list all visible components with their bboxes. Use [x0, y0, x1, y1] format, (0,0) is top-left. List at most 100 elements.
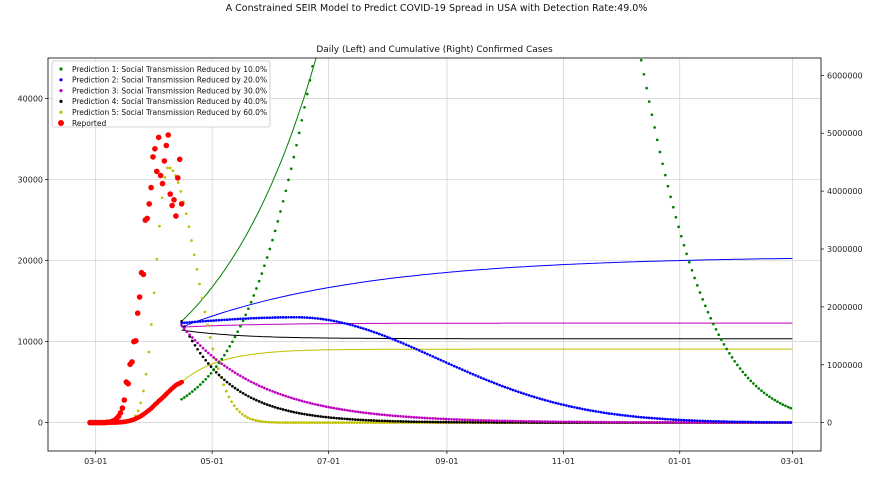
- prediction-1-point: [289, 167, 293, 171]
- prediction-2-point: [762, 420, 766, 424]
- prediction-2-point: [260, 316, 264, 320]
- prediction-5-point: [259, 420, 263, 423]
- prediction-3-point: [439, 417, 443, 421]
- prediction-2-point: [623, 414, 627, 417]
- prediction-1-point: [746, 376, 750, 380]
- prediction-2-point: [514, 389, 517, 393]
- prediction-3-point: [367, 411, 371, 415]
- prediction-2-point: [484, 378, 488, 382]
- prediction-2-point: [287, 315, 290, 319]
- prediction-2-point: [265, 316, 269, 320]
- prediction-2-point: [586, 408, 590, 412]
- prediction-1-point: [679, 234, 683, 238]
- prediction-3-point: [321, 404, 325, 408]
- series-layer: [87, 58, 793, 426]
- prediction-1-point: [239, 324, 242, 328]
- prediction-4-point: [321, 415, 325, 419]
- prediction-4-point: [247, 394, 250, 398]
- prediction-3-point: [359, 410, 362, 414]
- prediction-3-point: [687, 421, 691, 424]
- prediction-2-point: [182, 321, 186, 325]
- prediction-2-point: [549, 400, 552, 403]
- prediction-3-point: [471, 418, 475, 422]
- prediction-5-point: [206, 323, 209, 327]
- prediction-4-point: [324, 415, 328, 419]
- prediction-2-point: [340, 321, 344, 325]
- prediction-3-point: [353, 410, 357, 413]
- prediction-4-point: [303, 412, 306, 416]
- prediction-2-point: [204, 319, 208, 323]
- prediction-5-point: [361, 421, 364, 424]
- prediction-2-point: [396, 339, 400, 343]
- prediction-5-point: [273, 421, 276, 424]
- prediction-3-point: [287, 395, 290, 399]
- prediction-1-point: [297, 131, 301, 135]
- prediction-1-point: [741, 370, 745, 374]
- prediction-3-point: [532, 420, 536, 423]
- prediction-4-point: [412, 420, 416, 424]
- prediction-3-point: [300, 399, 304, 403]
- reported-daily-point: [165, 132, 171, 138]
- prediction-2-point: [618, 413, 622, 417]
- prediction-3-point: [220, 362, 224, 366]
- cumulative-line-5: [181, 348, 793, 383]
- reported-cumulative-point: [179, 379, 185, 385]
- prediction-5-point: [235, 407, 239, 411]
- prediction-1-point: [647, 100, 651, 103]
- prediction-4-point: [340, 417, 344, 420]
- prediction-3-point: [198, 344, 202, 347]
- prediction-3-point: [402, 415, 405, 418]
- reported-daily-point: [161, 158, 168, 164]
- reported-daily-point: [167, 191, 173, 197]
- y-axis-right: 0 1000000 2000000 3000000 4000000 5000000 6000…: [821, 71, 863, 428]
- prediction-3-point: [284, 394, 288, 398]
- prediction-3-point: [305, 400, 309, 404]
- prediction-3-point: [182, 327, 186, 330]
- prediction-2-point: [439, 358, 443, 362]
- prediction-2-point: [436, 357, 440, 361]
- prediction-3-point: [241, 376, 245, 379]
- prediction-3-point: [214, 358, 218, 361]
- prediction-4-point: [423, 420, 427, 424]
- prediction-2-point: [693, 419, 696, 422]
- prediction-2-point: [404, 343, 408, 347]
- prediction-5-point: [281, 421, 284, 424]
- reported-daily-point: [125, 380, 131, 387]
- prediction-4-point: [252, 397, 256, 401]
- prediction-2-point: [279, 316, 282, 319]
- prediction-3-point: [442, 417, 445, 421]
- reported-daily-point: [117, 410, 124, 416]
- prediction-3-point: [514, 419, 517, 423]
- prediction-5-point: [179, 190, 183, 193]
- prediction-2-point: [757, 420, 761, 424]
- prediction-2-point: [383, 334, 387, 338]
- prediction-3-point: [233, 371, 237, 375]
- prediction-2-point: [597, 410, 600, 414]
- prediction-3-point: [618, 420, 622, 424]
- prediction-3-point: [281, 393, 285, 397]
- prediction-2-point: [789, 421, 793, 424]
- prediction-1-point: [639, 58, 643, 62]
- prediction-1-point: [720, 338, 723, 342]
- prediction-3-point: [527, 420, 531, 423]
- prediction-4-point: [463, 420, 467, 424]
- prediction-1-point: [247, 307, 250, 311]
- reported-daily-point: [136, 294, 143, 300]
- prediction-1-point: [188, 392, 191, 396]
- prediction-2-point: [784, 421, 787, 424]
- prediction-1-point: [190, 390, 194, 393]
- y-left-tick-label: 30000: [18, 176, 43, 185]
- prediction-2-point: [228, 318, 232, 321]
- prediction-3-point: [180, 324, 183, 327]
- prediction-3-point: [423, 416, 427, 420]
- prediction-5-point: [337, 421, 340, 424]
- prediction-2-point: [434, 356, 437, 360]
- prediction-1-point: [781, 403, 785, 406]
- prediction-2-point: [519, 391, 523, 395]
- prediction-2-point: [359, 326, 362, 330]
- prediction-3-point: [479, 418, 483, 422]
- prediction-2-point: [244, 317, 248, 320]
- prediction-2-point: [313, 316, 317, 320]
- prediction-1-point: [773, 398, 777, 402]
- prediction-3-point: [319, 404, 322, 407]
